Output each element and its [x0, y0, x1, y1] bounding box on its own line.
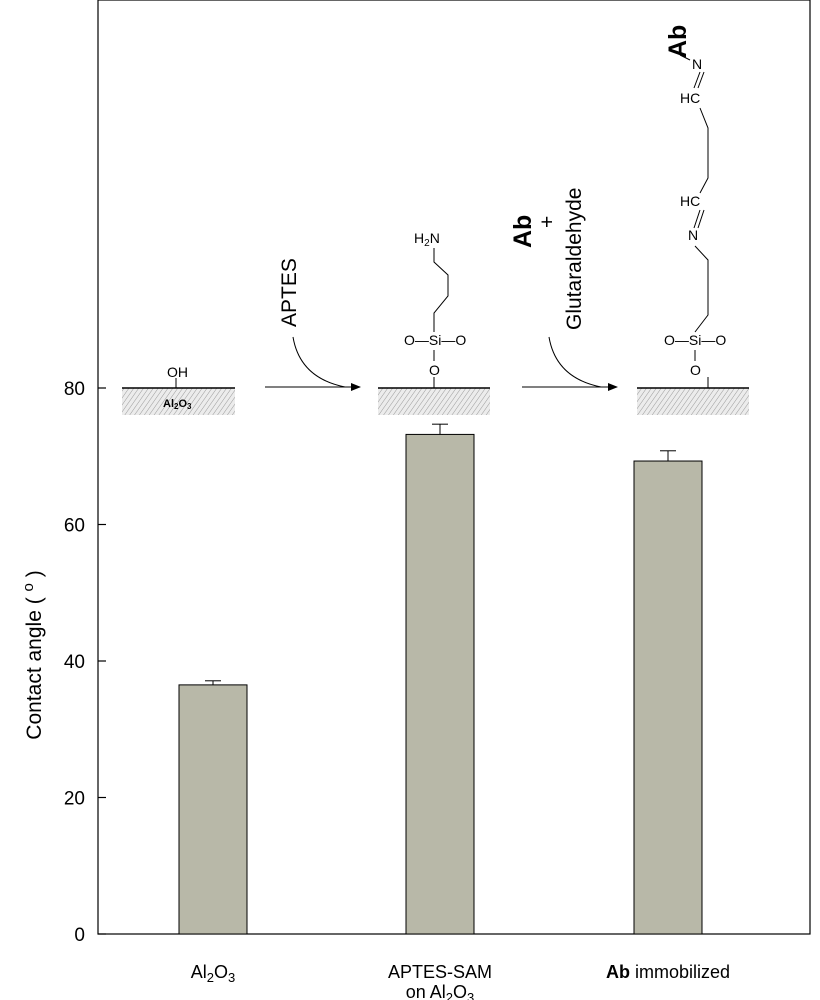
substrate-bare-sub1: 2	[174, 402, 179, 411]
substrate-bare-o: O	[178, 398, 187, 410]
x-tick-label-main-2: immobilized	[630, 962, 730, 982]
substrate-ab-hatch	[637, 388, 749, 415]
y-tick-label-0: 0	[74, 925, 85, 946]
y-axis-label-text: Contact angle (	[23, 591, 46, 739]
ab-o: O	[690, 362, 701, 378]
y-axis-unit: o	[20, 583, 37, 591]
x-tick-label-bold-2: Ab	[606, 962, 630, 982]
aptes-h: H	[414, 230, 424, 246]
y-axis-label: Contact angle ( o )	[20, 570, 46, 739]
substrate-aptes-hatch	[378, 388, 490, 415]
ab-top-bond	[679, 54, 691, 61]
y-axis-label-close: )	[23, 570, 46, 583]
substrate-bare-label: Al2O3	[163, 398, 192, 411]
ab-upper-hc: HC	[680, 90, 700, 106]
arrow-glutaraldehyde: Ab + Glutaraldehyde	[509, 188, 618, 391]
x-tick-label-line2-1: on Al2O3	[406, 982, 475, 1000]
bar-series	[178, 423, 703, 935]
arrow-aptes-curve	[292, 336, 346, 388]
x-tick-label-main-1: APTES-SAM	[388, 962, 492, 982]
y-axis: 0 20 40 60 80	[64, 379, 106, 946]
substrate-bare-hatch	[122, 388, 235, 415]
ab-lower-hc: HC	[680, 193, 700, 209]
arrow-glut-ab: Ab	[509, 215, 537, 248]
substrate-ab: O O—Si—O N HC HC N Ab	[637, 25, 749, 415]
arrow-aptes-label: APTES	[278, 258, 301, 327]
y-tick-label-40: 40	[64, 652, 85, 673]
aptes-o: O	[429, 362, 440, 378]
bar-0	[178, 684, 248, 935]
arrow-glut-plus: +	[536, 216, 559, 228]
arrow-glut-label: Glutaraldehyde	[563, 188, 586, 330]
substrate-bare: OH Al2O3	[122, 364, 235, 415]
bar-2	[633, 460, 703, 935]
x-tick-label-1: APTES-SAM	[388, 962, 492, 982]
substrate-bare-al: Al	[163, 398, 174, 410]
ab-middle-chain	[699, 107, 709, 194]
substrate-bare-sub2: 3	[187, 402, 192, 411]
bar-1	[405, 433, 475, 935]
ab-upper-double-bond	[693, 71, 705, 89]
arrow-glut-curve	[548, 336, 602, 388]
ab-top-label: Ab	[664, 25, 692, 58]
ab-upper-n: N	[692, 56, 702, 72]
x-tick-label-0: Al2O3	[191, 962, 236, 985]
arrow-aptes: APTES	[265, 258, 361, 391]
aptes-h-sub: 2	[424, 238, 430, 249]
x-tick-label-main-0: Al	[191, 962, 207, 982]
ab-si: O—Si—O	[664, 332, 726, 348]
aptes-si: O—Si—O	[404, 332, 466, 348]
y-tick-label-80: 80	[64, 379, 85, 400]
ab-lower-n: N	[688, 227, 698, 243]
x-tick-label-2: Ab immobilized	[606, 962, 730, 982]
y-tick-label-20: 20	[64, 789, 85, 810]
ab-lower-double-bond	[693, 209, 705, 229]
ab-lower-chain	[694, 245, 709, 333]
aptes-n: N	[430, 230, 440, 246]
oh-label: OH	[167, 364, 188, 380]
aptes-chain	[433, 248, 449, 332]
substrate-aptes: O O—Si—O H2N	[378, 230, 490, 415]
y-tick-label-60: 60	[64, 516, 85, 537]
aptes-nh2: H2N	[414, 230, 440, 249]
